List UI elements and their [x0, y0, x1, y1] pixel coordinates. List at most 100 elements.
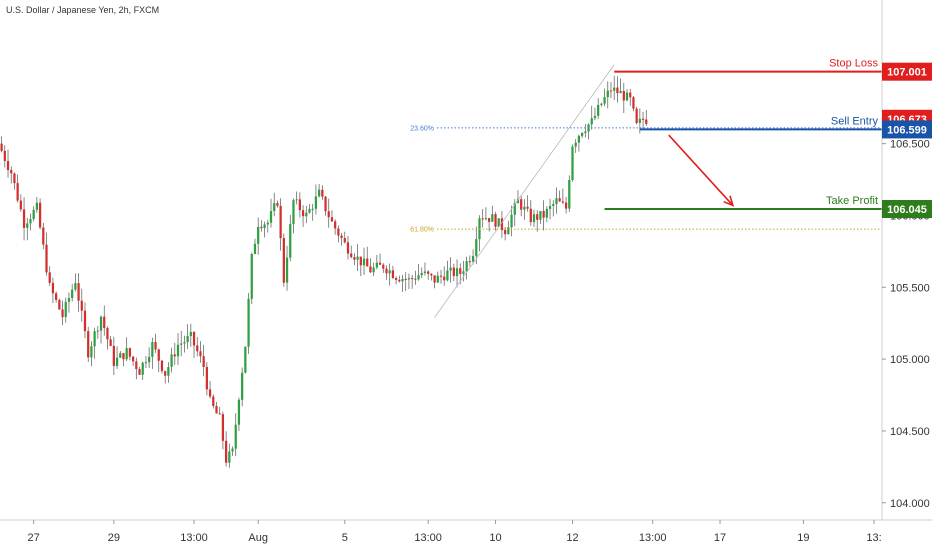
candle-body — [484, 218, 488, 220]
candle-body — [176, 344, 180, 357]
candle-body — [321, 189, 324, 197]
candle-body — [144, 362, 148, 364]
price-tag — [882, 62, 932, 81]
candle-body — [241, 372, 244, 400]
candle-body — [580, 132, 584, 136]
candle-body — [77, 283, 80, 301]
candle-body — [196, 345, 199, 352]
candle-body — [273, 203, 276, 212]
x-tick-label: Aug — [248, 532, 268, 544]
candle-body — [205, 366, 208, 390]
candle-body — [407, 278, 411, 280]
candle-body — [208, 389, 212, 397]
candle-body — [327, 211, 330, 218]
candle-body — [369, 266, 372, 273]
candle-body — [6, 160, 10, 171]
candle-body — [516, 199, 520, 204]
candle-body — [449, 267, 452, 271]
candle-body — [26, 223, 29, 228]
candle-body — [606, 90, 609, 98]
candle-body — [170, 354, 173, 367]
candle-body — [500, 218, 504, 231]
x-tick-label: 13:00 — [639, 532, 667, 544]
candle-body — [526, 206, 529, 209]
candle-body — [151, 342, 154, 357]
y-tick-label: 104.500 — [890, 426, 930, 438]
candle-body — [250, 253, 253, 299]
level-label: Sell Entry — [831, 115, 879, 127]
candle-body — [584, 131, 587, 133]
candle-body — [561, 201, 564, 203]
candle-body — [504, 230, 507, 235]
y-tick-label: 105.500 — [890, 282, 930, 294]
candle-body — [96, 330, 99, 332]
candle-body — [22, 209, 26, 228]
candle-body — [597, 104, 600, 116]
candle-body — [616, 87, 619, 94]
candle-body — [314, 196, 318, 209]
candle-body — [455, 268, 459, 277]
candle-body — [520, 199, 523, 210]
candle-body — [112, 345, 115, 366]
candle-body — [202, 356, 205, 367]
candle-body — [564, 202, 568, 209]
candle-body — [308, 208, 311, 213]
time-axis[interactable]: 27 29 13:00 Aug 5 13:00 10 12 13:00 17 19 13: — [28, 520, 882, 544]
candle-body — [394, 278, 398, 280]
candle-body — [378, 262, 382, 265]
candle-body — [257, 226, 260, 244]
candle-body — [523, 206, 526, 210]
candle-body — [417, 275, 420, 280]
candle-body — [539, 211, 542, 220]
candle-body — [481, 218, 484, 220]
candle-body — [629, 92, 632, 98]
candle-body — [385, 268, 388, 274]
fib-level-label: 23.60% — [410, 125, 434, 132]
candle-body — [10, 170, 13, 174]
candle-body — [420, 272, 423, 276]
candle-body — [641, 118, 645, 120]
candle-body — [253, 243, 257, 254]
candle-body — [189, 331, 192, 337]
candle-body — [462, 271, 465, 274]
candle-body — [577, 135, 581, 143]
candle-body — [289, 224, 292, 258]
candle-body — [337, 228, 340, 236]
candle-body — [122, 353, 125, 360]
arrow-line — [668, 134, 734, 206]
candle-body — [513, 203, 516, 215]
candle-body — [487, 218, 491, 222]
candle-body — [510, 214, 513, 228]
candle-body — [494, 214, 497, 227]
candle-body — [318, 189, 321, 197]
candle-body — [224, 440, 228, 463]
candle-body — [609, 90, 613, 92]
y-tick-label: 105.000 — [890, 354, 930, 366]
candle-body — [398, 279, 401, 282]
candle-body — [199, 351, 202, 357]
candle-body — [228, 451, 231, 463]
candle-body — [167, 366, 170, 376]
candle-body — [295, 199, 298, 201]
candle-body — [148, 356, 151, 363]
y-tick-label: 104.000 — [890, 498, 930, 510]
y-tick-label: 106.500 — [890, 139, 930, 151]
candle-body — [468, 261, 471, 263]
candle-body — [32, 209, 35, 220]
candle-body — [411, 278, 414, 280]
candle-body — [423, 271, 427, 273]
price-tag-text: 107.001 — [887, 67, 927, 79]
candle-body — [443, 276, 446, 281]
x-tick-label: 13: — [866, 532, 881, 544]
candle-body — [491, 214, 494, 222]
x-tick-label: 17 — [714, 532, 726, 544]
candle-body — [414, 278, 417, 280]
candle-body — [350, 253, 353, 258]
symbol-label: U.S. Dollar / Japanese Yen, 2h, FXCM — [6, 5, 159, 15]
candle-body — [266, 222, 269, 225]
candle-body — [330, 217, 334, 222]
candle-body — [221, 414, 225, 441]
candle-body — [244, 346, 247, 373]
